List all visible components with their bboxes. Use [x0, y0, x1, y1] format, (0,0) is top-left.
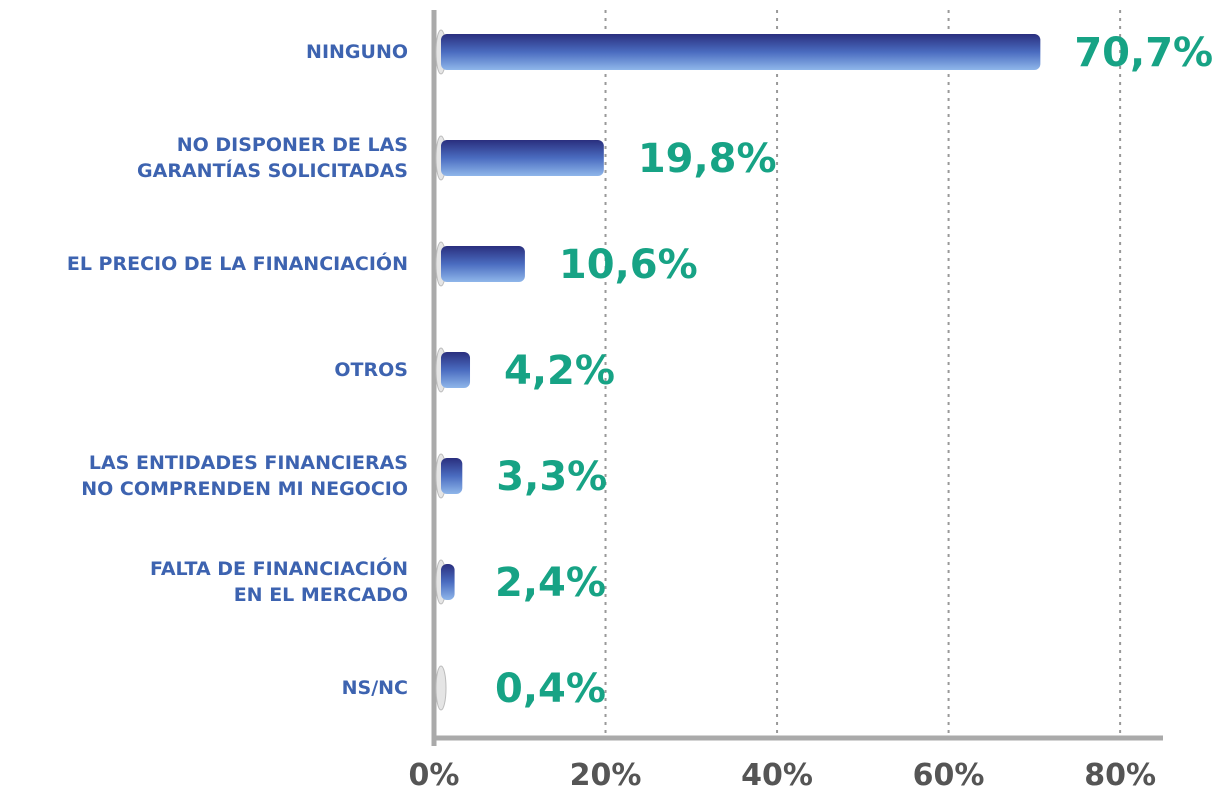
- value-label: 0,4%: [495, 666, 606, 712]
- category-label: NS/NC: [341, 677, 408, 699]
- bar: [441, 352, 471, 388]
- value-label: 3,3%: [496, 454, 607, 500]
- value-label: 10,6%: [559, 242, 698, 288]
- value-label: 4,2%: [504, 348, 615, 394]
- category-label: OTROS: [334, 359, 408, 381]
- value-label: 19,8%: [638, 136, 777, 182]
- category-label: NO DISPONER DE LAS GARANTÍAS SOLICITADAS: [137, 134, 408, 182]
- x-tick-label: 80%: [1084, 758, 1156, 788]
- x-tick-label: 20%: [570, 758, 642, 788]
- category-label: LAS ENTIDADES FINANCIERAS NO COMPRENDEN …: [81, 452, 408, 500]
- value-label: 70,7%: [1074, 30, 1213, 76]
- x-tick-label: 0%: [409, 758, 460, 788]
- bar: [441, 140, 604, 176]
- x-tick-label: 60%: [913, 758, 985, 788]
- bar: [441, 458, 463, 494]
- value-label: 2,4%: [495, 560, 606, 606]
- bar: [441, 564, 455, 600]
- x-tick-label: 40%: [741, 758, 813, 788]
- bar-cap: [435, 665, 447, 711]
- category-label: FALTA DE FINANCIACIÓN EN EL MERCADO: [150, 558, 408, 606]
- category-label: EL PRECIO DE LA FINANCIACIÓN: [66, 253, 408, 275]
- bar: [441, 246, 525, 282]
- bar: [441, 34, 1041, 70]
- category-label: NINGUNO: [306, 41, 408, 63]
